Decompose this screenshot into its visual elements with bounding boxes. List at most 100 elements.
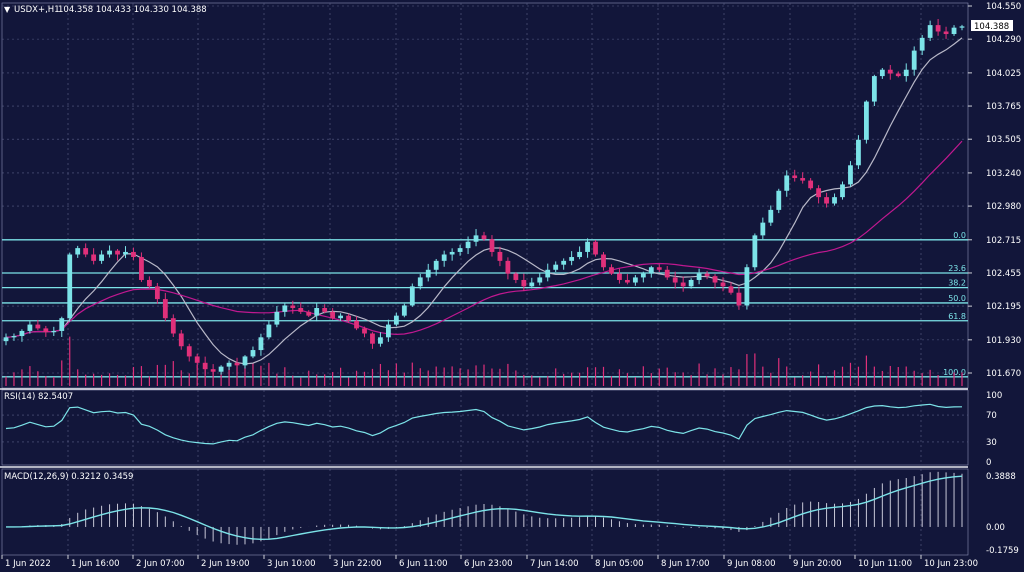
candle-body: [178, 333, 184, 347]
candle-body: [601, 254, 606, 268]
time-axis-label: 7 Jun 14:00: [530, 559, 579, 569]
candle-body: [139, 257, 144, 280]
candle-body: [879, 69, 885, 77]
candle-body: [951, 27, 957, 35]
macd-panel[interactable]: [1, 468, 969, 556]
candle-body: [3, 337, 9, 342]
candle-body: [393, 315, 399, 325]
candle-body: [784, 175, 790, 191]
candle-body: [505, 260, 511, 274]
candle-body: [250, 350, 256, 357]
slow-moving-average: [5, 140, 963, 338]
macd-indicator: [6, 471, 963, 545]
fast-moving-average: [5, 37, 963, 365]
candle-body: [425, 269, 431, 278]
candle-body: [871, 76, 877, 102]
candle-body: [712, 276, 718, 283]
candle-body: [808, 180, 814, 189]
candle-body: [768, 209, 774, 223]
candle-body: [19, 330, 25, 337]
candle-body: [115, 250, 120, 255]
candle-body: [378, 337, 383, 344]
current-price-tag: [971, 20, 1013, 31]
candle-body: [170, 318, 176, 334]
time-axis-label: 3 Jun 22:00: [333, 559, 382, 569]
candle-body: [489, 239, 495, 252]
candle-body: [656, 267, 662, 270]
candle-body: [895, 73, 901, 77]
time-axis-label: 9 Jun 08:00: [727, 559, 776, 569]
time-axis-label: 2 Jun 19:00: [201, 559, 250, 569]
candle-body: [306, 311, 312, 316]
candle-body: [449, 251, 455, 255]
candle-body: [370, 333, 375, 344]
time-axis-label: 6 Jun 11:00: [399, 559, 448, 569]
candle-body: [625, 279, 630, 283]
fib-level-label: 50.0: [948, 294, 966, 303]
candle-body: [864, 101, 869, 140]
candle-body: [513, 273, 519, 280]
candle-body: [959, 26, 965, 28]
rsi-axis-label: 0: [986, 458, 991, 468]
candle-body: [664, 269, 670, 278]
rsi-axis-label: 30: [986, 438, 997, 448]
candle-body: [529, 282, 535, 287]
candle-body: [417, 277, 423, 287]
candle-body: [354, 320, 359, 329]
fib-level-label: 23.6: [948, 264, 966, 273]
candle-body: [497, 251, 503, 261]
candle-body: [401, 305, 407, 316]
price-candles: [3, 19, 965, 377]
candle-body: [362, 328, 367, 334]
candle-body: [282, 305, 288, 312]
candle-body: [210, 369, 216, 372]
rsi-panel[interactable]: [1, 389, 969, 466]
candle-body: [927, 25, 933, 38]
candle-body: [569, 257, 575, 261]
fib-level-label: 0.0: [953, 231, 966, 240]
candle-body: [330, 311, 336, 319]
candle-body: [760, 222, 766, 236]
price-axis-label: 101.930: [986, 336, 1021, 346]
candle-body: [696, 273, 702, 280]
price-axis-label: 104.550: [986, 2, 1021, 12]
time-axis-label: 6 Jun 23:00: [464, 559, 513, 569]
candle-body: [226, 362, 232, 367]
rsi-indicator: [5, 403, 963, 445]
fib-level-label: 61.8: [948, 312, 966, 321]
candle-body: [51, 330, 57, 333]
candle-body: [322, 308, 328, 312]
candle-body: [752, 235, 758, 268]
candle-body: [545, 269, 551, 278]
candle-body: [27, 324, 33, 331]
ohlc-readout: 104.358 104.433 104.330 104.388: [58, 5, 207, 15]
symbol-dropdown-icon[interactable]: ▼: [4, 5, 11, 14]
candle-body: [704, 273, 710, 277]
candle-body: [473, 235, 479, 242]
time-axis-label: 1 Jun 16:00: [71, 559, 120, 569]
candle-body: [935, 25, 941, 32]
candle-body: [346, 315, 351, 321]
candle-body: [521, 279, 527, 287]
macd-axis-label: 0.00: [986, 523, 1005, 533]
candle-body: [911, 50, 917, 70]
candle-body: [632, 277, 638, 283]
candle-body: [840, 184, 845, 198]
macd-axis-label: -0.1759: [986, 546, 1019, 556]
macd-label: MACD(12,26,9) 0.3212 0.3459: [4, 472, 133, 482]
time-axis-label: 9 Jun 20:00: [793, 559, 842, 569]
price-axis-label: 103.240: [986, 169, 1021, 179]
candle-body: [800, 178, 806, 181]
symbol-label[interactable]: USDX+,H1: [14, 5, 60, 15]
main-price-panel[interactable]: [1, 2, 969, 389]
candle-body: [75, 248, 81, 255]
candle-body: [617, 273, 622, 280]
candle-body: [274, 311, 280, 325]
candle-body: [59, 318, 65, 331]
time-axis-label: 2 Jun 07:00: [136, 559, 185, 569]
candle-body: [457, 248, 463, 252]
candle-body: [258, 337, 264, 351]
candle-body: [91, 254, 97, 261]
